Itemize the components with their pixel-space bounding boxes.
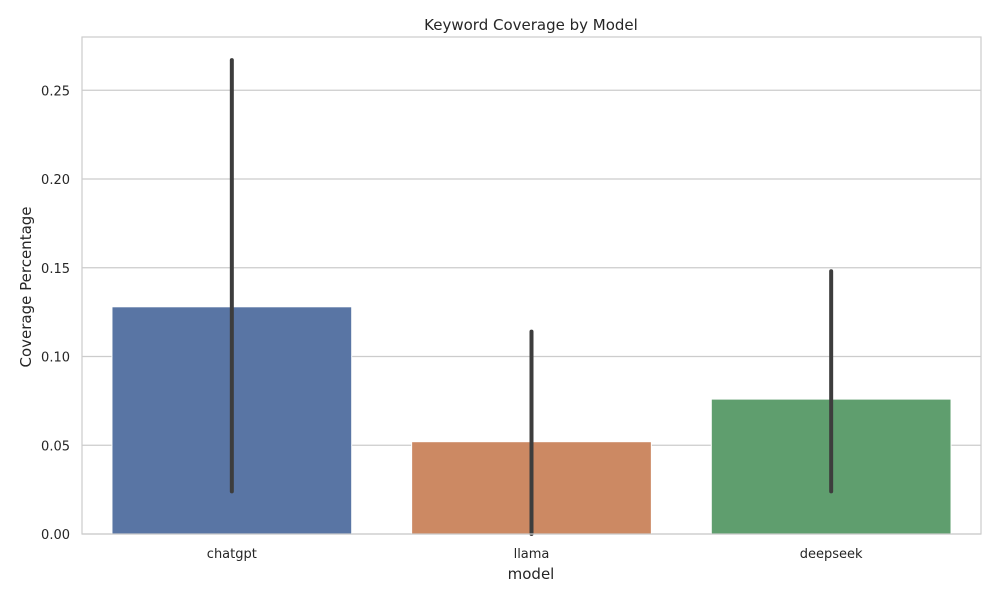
chart-title: Keyword Coverage by Model [424, 16, 638, 34]
y-axis-label: Coverage Percentage [17, 206, 35, 367]
y-tick-label: 0.25 [41, 84, 70, 99]
y-tick-label: 0.10 [41, 351, 70, 366]
y-tick-label: 0.15 [41, 262, 70, 277]
y-tick-labels: 0.00 0.05 0.10 0.15 0.20 0.25 [41, 84, 70, 543]
y-tick-label: 0.05 [41, 439, 70, 454]
x-axis-label: model [508, 565, 555, 583]
x-tick-labels: chatgpt llama deepseek [207, 547, 863, 562]
x-tick-label: deepseek [800, 547, 863, 562]
x-tick-label: chatgpt [207, 547, 257, 562]
bars-layer [111, 306, 952, 535]
x-tick-label: llama [514, 547, 550, 562]
plot-frame [81, 36, 982, 535]
y-tick-label: 0.00 [41, 528, 70, 543]
error-bars-layer [229, 58, 834, 536]
y-tick-label: 0.20 [41, 173, 70, 188]
